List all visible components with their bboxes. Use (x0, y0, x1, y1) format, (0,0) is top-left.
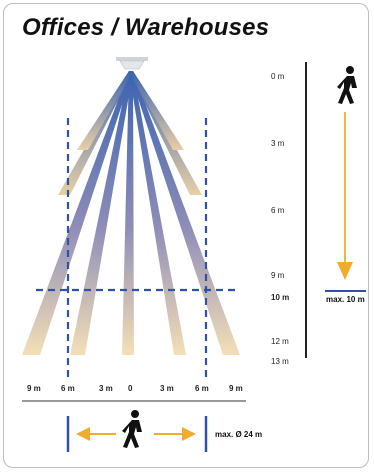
card-frame (3, 3, 369, 468)
distance-label: 3 m (271, 139, 285, 148)
beam (77, 71, 133, 150)
beam (122, 71, 134, 355)
sensor-icon (116, 57, 148, 70)
distance-label: 9 m (271, 271, 285, 280)
width-label: 3 m (160, 384, 174, 393)
distance-label: 12 m (271, 337, 289, 346)
left-arrow (76, 427, 116, 441)
width-label: 0 (128, 384, 133, 393)
coverage-dashed-lines (36, 118, 238, 380)
walking-person-icon (337, 66, 357, 104)
beam (129, 71, 240, 355)
width-label: 6 m (61, 384, 75, 393)
down-arrow (337, 112, 353, 280)
width-label: 9 m (229, 384, 243, 393)
distance-label: 0 m (271, 72, 285, 81)
beam (22, 71, 133, 355)
distance-label: 10 m (271, 293, 290, 302)
max-diameter-label: max. Ø 24 m (215, 430, 263, 439)
beam (70, 71, 133, 355)
walking-person-icon (122, 410, 142, 448)
beam (129, 71, 184, 150)
right-arrow (154, 427, 196, 441)
detection-beams (22, 71, 240, 355)
width-label: 6 m (195, 384, 209, 393)
width-label: 9 m (27, 384, 41, 393)
width-label: 3 m (99, 384, 113, 393)
beam (129, 71, 186, 355)
page-title: Offices / Warehouses (22, 14, 270, 41)
max-height-label: max. 10 m (326, 295, 365, 304)
distance-label: 13 m (271, 357, 289, 366)
distance-label: 6 m (271, 206, 285, 215)
